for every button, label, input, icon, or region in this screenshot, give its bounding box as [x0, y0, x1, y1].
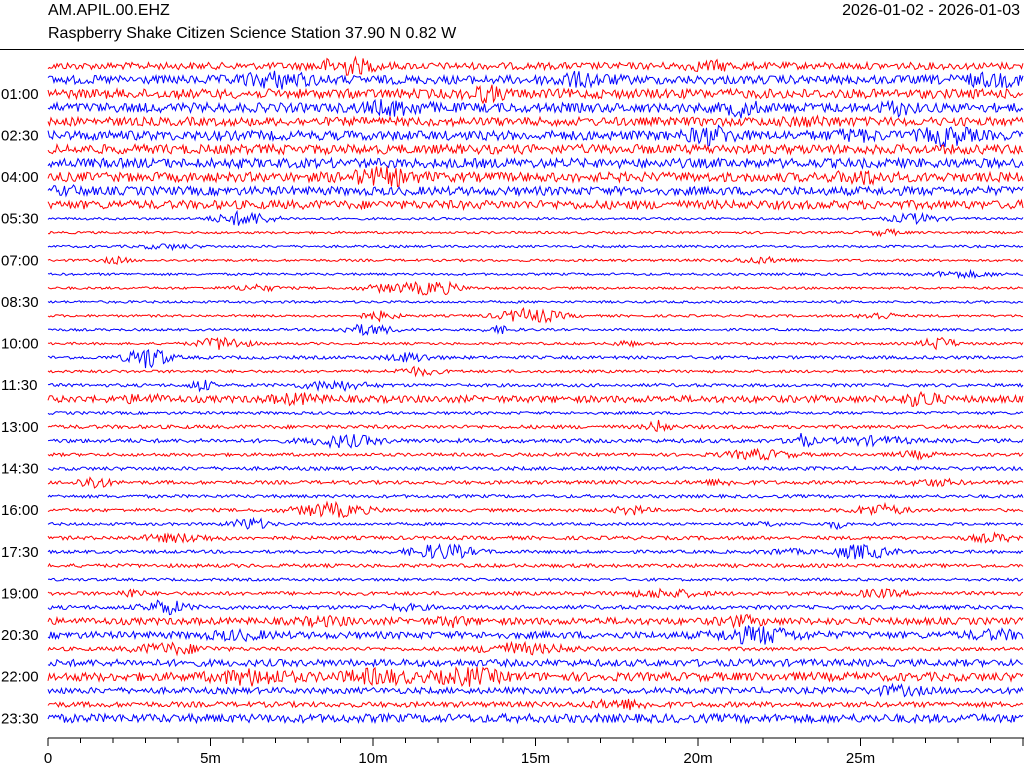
- trace-row-11: [47, 209, 1024, 226]
- time-label-2: 04:00: [1, 169, 39, 186]
- y-axis-time-labels: 01:00 02:30 04:00 05:30 07:00 08:30 10:00 11:30…: [1, 86, 39, 728]
- trace-row-32: [47, 500, 1024, 519]
- time-label-8: 13:00: [1, 419, 39, 436]
- time-label-3: 05:30: [1, 211, 39, 228]
- trace-row-40: [47, 613, 1024, 629]
- time-label-11: 17:30: [1, 544, 39, 561]
- trace-row-7: [47, 156, 1024, 170]
- trace-row-17: [47, 299, 1024, 305]
- time-label-0: 01:00: [1, 86, 39, 103]
- station-name-subtitle: Raspberry Shake Citizen Science Station …: [48, 25, 457, 42]
- time-label-14: 22:00: [1, 669, 39, 686]
- trace-row-10: [47, 198, 1024, 211]
- trace-group: [47, 55, 1024, 725]
- trace-row-14: [47, 255, 1024, 266]
- trace-row-36: [47, 562, 1024, 569]
- trace-row-4: [47, 114, 1024, 128]
- trace-row-33: [47, 516, 1024, 531]
- time-label-15: 23:30: [1, 710, 39, 727]
- trace-row-26: [47, 419, 1024, 433]
- trace-row-18: [47, 307, 1023, 324]
- time-label-5: 08:30: [1, 294, 39, 311]
- trace-row-21: [47, 348, 1024, 369]
- trace-row-23: [48, 379, 1024, 393]
- trace-row-35: [47, 543, 1024, 560]
- trace-row-13: [47, 243, 1024, 252]
- time-label-9: 14:30: [1, 461, 39, 478]
- trace-row-12: [47, 227, 1024, 238]
- trace-row-43: [47, 657, 1024, 669]
- x-tick-label-0: 0: [44, 750, 52, 767]
- trace-row-31: [47, 493, 1024, 500]
- chart-header: AM.APIL.00.EHZ 2026-01-02 - 2026-01-03 R…: [0, 0, 1024, 50]
- trace-row-8: [47, 166, 1024, 188]
- trace-row-22: [47, 365, 1024, 378]
- trace-row-28: [47, 447, 1024, 461]
- date-range-label: 2026-01-02 - 2026-01-03: [842, 2, 1020, 19]
- trace-row-3: [47, 99, 1024, 119]
- time-label-7: 11:30: [1, 377, 37, 394]
- trace-row-24: [47, 390, 1024, 407]
- header-divider: [0, 49, 1024, 50]
- time-label-10: 16:00: [1, 502, 39, 519]
- x-tick-label-5: 25m: [846, 750, 875, 767]
- trace-row-9: [47, 184, 1024, 198]
- trace-row-15: [47, 268, 1024, 280]
- x-tick-label-4: 20m: [683, 750, 712, 767]
- trace-row-6: [47, 142, 1024, 156]
- time-label-13: 20:30: [1, 627, 39, 644]
- trace-row-29: [47, 465, 1024, 472]
- trace-row-27: [47, 432, 1024, 450]
- time-label-1: 02:30: [1, 127, 39, 144]
- trace-row-0: [47, 55, 1024, 76]
- trace-row-45: [47, 682, 1024, 698]
- trace-row-39: [47, 599, 1024, 616]
- x-tick-label-1: 5m: [200, 750, 221, 767]
- trace-row-44: [47, 666, 1024, 687]
- trace-row-41: [47, 624, 1024, 645]
- trace-row-5: [47, 124, 1024, 148]
- time-label-4: 07:00: [1, 252, 39, 269]
- x-tick-label-2: 10m: [358, 750, 387, 767]
- trace-row-2: [47, 84, 1024, 105]
- trace-row-20: [47, 336, 1024, 351]
- trace-row-38: [47, 587, 1024, 599]
- x-tick-label-3: 15m: [521, 750, 550, 767]
- trace-row-25: [47, 410, 1024, 416]
- time-label-6: 10:00: [1, 336, 39, 353]
- trace-row-37: [47, 577, 1024, 582]
- trace-row-42: [47, 640, 1024, 657]
- trace-row-30: [47, 476, 1024, 489]
- trace-row-47: [47, 712, 1024, 725]
- time-label-12: 19:00: [1, 585, 39, 602]
- trace-row-1: [47, 70, 1024, 90]
- x-axis: 0 5m 10m 15m 20m 25m: [44, 737, 1024, 767]
- trace-row-34: [47, 531, 1024, 544]
- trace-row-46: [47, 698, 1024, 711]
- trace-row-16: [47, 280, 1024, 296]
- station-code-title: AM.APIL.00.EHZ: [48, 2, 170, 19]
- trace-row-19: [47, 323, 1023, 336]
